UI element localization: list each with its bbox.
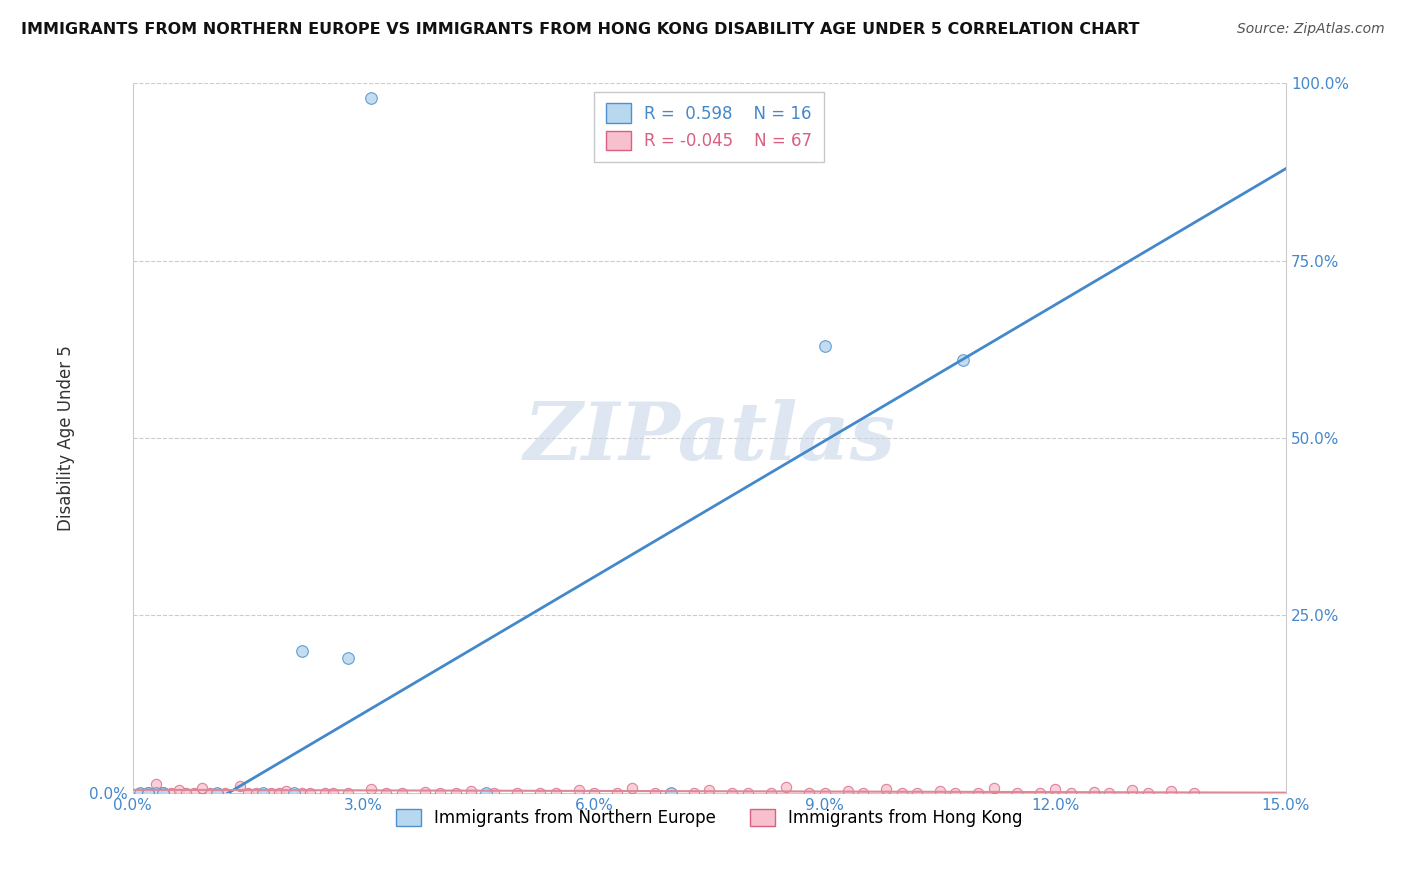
Point [697, 782, 720, 797]
Point [659, 786, 682, 800]
Point [1060, 786, 1083, 800]
Point [375, 786, 398, 800]
Point [905, 786, 928, 800]
Point [659, 786, 682, 800]
Point [799, 786, 821, 800]
Point [129, 786, 152, 800]
Point [943, 786, 966, 800]
Point [283, 786, 305, 800]
Point [475, 786, 498, 800]
Point [506, 786, 529, 800]
Point [814, 339, 837, 353]
Point [198, 786, 221, 800]
Point [207, 786, 229, 800]
Point [336, 651, 359, 665]
Point [1121, 782, 1143, 797]
Point [952, 353, 974, 368]
Point [191, 781, 214, 796]
Point [852, 786, 875, 800]
Point [460, 783, 482, 797]
Y-axis label: Disability Age Under 5: Disability Age Under 5 [58, 345, 75, 531]
Point [276, 784, 298, 798]
Point [291, 786, 314, 800]
Point [413, 785, 436, 799]
Point [967, 786, 990, 800]
Point [260, 786, 283, 800]
Point [1083, 785, 1105, 799]
Point [759, 786, 782, 800]
Point [683, 786, 706, 800]
Point [568, 782, 591, 797]
Point [482, 786, 505, 800]
Point [245, 786, 267, 800]
Point [252, 786, 274, 800]
Point [145, 777, 167, 791]
Point [360, 782, 382, 797]
Point [152, 786, 174, 800]
Point [890, 786, 912, 800]
Point [267, 786, 290, 800]
Point [875, 782, 897, 797]
Point [1160, 784, 1182, 798]
Point [929, 783, 952, 797]
Point [229, 779, 252, 793]
Point [1029, 786, 1052, 800]
Point [152, 786, 174, 800]
Point [207, 786, 229, 800]
Point [544, 786, 567, 800]
Point [444, 786, 467, 800]
Point [983, 781, 1005, 796]
Point [429, 786, 451, 800]
Point [1182, 786, 1205, 800]
Point [136, 786, 159, 800]
Point [814, 786, 837, 800]
Point [183, 786, 205, 800]
Point [1045, 782, 1067, 797]
Point [236, 786, 259, 800]
Point [837, 784, 859, 798]
Point [298, 786, 321, 800]
Point [214, 786, 236, 800]
Point [621, 780, 644, 795]
Text: IMMIGRANTS FROM NORTHERN EUROPE VS IMMIGRANTS FROM HONG KONG DISABILITY AGE UNDE: IMMIGRANTS FROM NORTHERN EUROPE VS IMMIG… [21, 22, 1140, 37]
Point [1005, 786, 1028, 800]
Point [775, 780, 797, 794]
Point [336, 786, 359, 800]
Text: Source: ZipAtlas.com: Source: ZipAtlas.com [1237, 22, 1385, 37]
Point [314, 786, 336, 800]
Point [152, 786, 174, 800]
Point [737, 786, 759, 800]
Point [129, 786, 152, 800]
Point [721, 786, 744, 800]
Point [1136, 786, 1159, 800]
Legend: Immigrants from Northern Europe, Immigrants from Hong Kong: Immigrants from Northern Europe, Immigra… [389, 803, 1029, 834]
Point [160, 786, 183, 800]
Text: ZIPatlas: ZIPatlas [523, 400, 896, 477]
Point [391, 786, 413, 800]
Point [582, 786, 605, 800]
Point [136, 786, 159, 800]
Point [291, 644, 314, 658]
Point [167, 782, 190, 797]
Point [529, 786, 551, 800]
Point [322, 786, 344, 800]
Point [360, 90, 382, 104]
Point [1098, 786, 1121, 800]
Point [136, 786, 159, 800]
Point [644, 786, 666, 800]
Point [606, 786, 628, 800]
Point [176, 786, 198, 800]
Point [145, 786, 167, 800]
